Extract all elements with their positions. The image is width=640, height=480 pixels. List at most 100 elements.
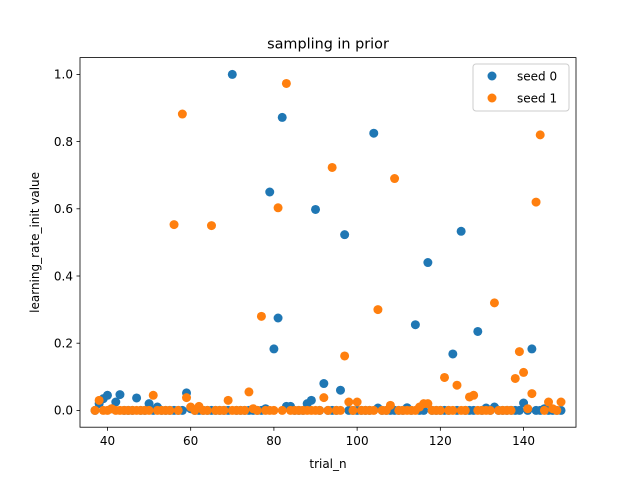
data-point — [256, 311, 266, 321]
y-tick-label: 0.8 — [54, 135, 73, 149]
data-point — [344, 397, 354, 407]
data-point — [440, 372, 450, 382]
data-point — [552, 405, 562, 415]
data-point — [323, 405, 333, 415]
x-tick-label: 40 — [100, 434, 115, 448]
y-axis-label: learning_rate_init value — [28, 172, 42, 313]
data-point — [514, 405, 524, 415]
data-point — [456, 226, 466, 236]
x-tick-label: 60 — [183, 434, 198, 448]
legend-marker-seed-0 — [487, 71, 497, 81]
data-point — [173, 405, 183, 415]
data-point — [556, 397, 566, 407]
data-point — [469, 390, 479, 400]
x-tick-label: 80 — [266, 434, 281, 448]
legend-label-seed-1: seed 1 — [517, 92, 557, 106]
data-point — [369, 128, 379, 138]
series-seed-1 — [90, 78, 566, 415]
data-point — [94, 395, 104, 405]
data-point — [435, 405, 445, 415]
data-point — [327, 162, 337, 172]
data-point — [448, 349, 458, 359]
data-point — [373, 305, 383, 315]
data-point — [539, 405, 549, 415]
x-axis-label: trial_n — [309, 457, 346, 471]
data-point — [265, 187, 275, 197]
x-tick-label: 120 — [429, 434, 452, 448]
data-point — [269, 405, 279, 415]
data-point — [510, 373, 520, 383]
legend: seed 0 seed 1 — [472, 63, 570, 112]
data-point — [460, 405, 470, 415]
data-point — [277, 405, 287, 415]
data-point — [273, 313, 283, 323]
data-point — [311, 204, 321, 214]
data-point — [485, 405, 495, 415]
legend-marker-seed-1 — [487, 93, 497, 103]
data-point — [423, 399, 433, 409]
y-axis-ticks: 0.0 0.2 0.4 0.6 0.8 1.0 — [54, 68, 80, 418]
data-point — [144, 399, 154, 409]
data-point — [281, 78, 291, 88]
data-point — [319, 379, 329, 389]
data-point — [335, 385, 345, 395]
data-point — [244, 387, 254, 397]
data-point — [506, 405, 516, 415]
data-point — [423, 258, 433, 268]
data-point — [335, 405, 345, 415]
data-point — [227, 69, 237, 79]
data-point — [385, 400, 395, 410]
data-point — [144, 405, 154, 415]
y-tick-label: 1.0 — [54, 68, 73, 82]
y-tick-label: 0.0 — [54, 404, 73, 418]
data-point — [115, 390, 125, 400]
axes-frame — [79, 57, 577, 428]
x-tick-label: 140 — [512, 434, 535, 448]
data-point — [219, 405, 229, 415]
data-point — [448, 405, 458, 415]
data-point — [269, 344, 279, 354]
data-point — [519, 367, 529, 377]
data-point — [169, 220, 179, 230]
x-axis-ticks: 40 60 80 100 120 140 — [100, 427, 535, 448]
data-point — [527, 389, 537, 399]
data-point — [252, 405, 262, 415]
data-point — [306, 395, 316, 405]
data-point — [206, 221, 216, 231]
plot-points — [90, 69, 566, 415]
data-point — [473, 326, 483, 336]
chart-title: sampling in prior — [267, 37, 389, 53]
data-point — [165, 405, 175, 415]
data-point — [319, 393, 329, 403]
data-point — [369, 405, 379, 415]
data-point — [177, 109, 187, 119]
y-tick-label: 0.4 — [54, 269, 73, 283]
data-point — [102, 390, 112, 400]
data-point — [544, 397, 554, 407]
data-point — [277, 112, 287, 122]
data-point — [535, 130, 545, 140]
data-point — [148, 390, 158, 400]
data-point — [182, 393, 192, 403]
data-point — [348, 405, 358, 415]
data-point — [452, 380, 462, 390]
data-point — [340, 351, 350, 361]
data-point — [223, 395, 233, 405]
data-point — [90, 405, 100, 415]
y-tick-label: 0.6 — [54, 202, 73, 216]
data-point — [352, 397, 362, 407]
legend-box — [472, 63, 570, 112]
data-point — [273, 203, 283, 213]
data-point — [390, 174, 400, 184]
data-point — [202, 405, 212, 415]
data-point — [527, 344, 537, 354]
y-tick-label: 0.2 — [54, 337, 73, 351]
x-tick-label: 100 — [346, 434, 369, 448]
data-point — [111, 397, 121, 407]
data-point — [240, 405, 250, 415]
legend-label-seed-0: seed 0 — [517, 70, 557, 84]
data-point — [531, 197, 541, 207]
data-point — [410, 320, 420, 330]
data-point — [132, 393, 142, 403]
